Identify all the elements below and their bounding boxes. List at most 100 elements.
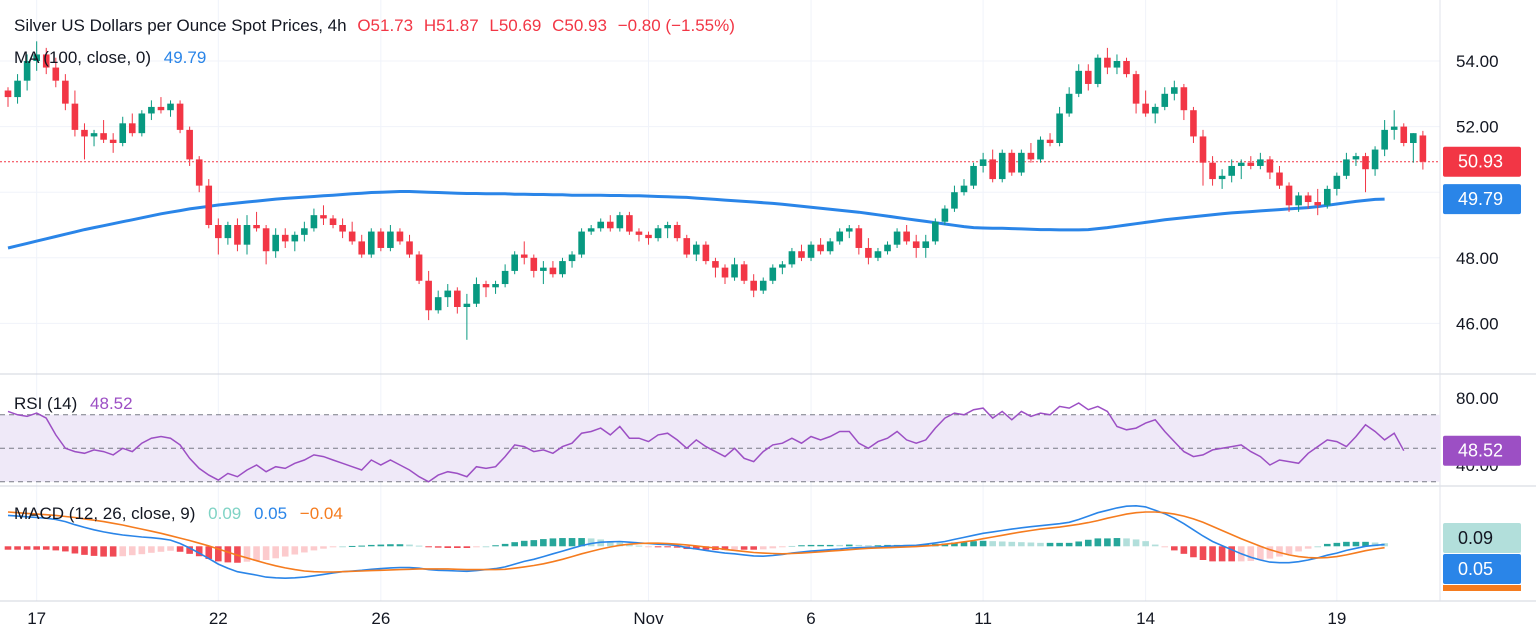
candle-body [702, 244, 710, 262]
candle-body [1123, 61, 1130, 75]
macd-histogram-bar [42, 546, 50, 550]
macd-histogram-bar [1018, 542, 1025, 547]
candle-body [654, 228, 662, 239]
macd-histogram-bar [1027, 542, 1035, 547]
macd-histogram-bar [310, 546, 318, 551]
candle-body [33, 54, 40, 61]
macd-histogram-bar [702, 546, 710, 550]
macd-histogram-bar [750, 546, 757, 550]
candle-body [1190, 110, 1197, 137]
candle-body [836, 231, 844, 242]
ma-legend-label: MA (100, close, 0) [14, 48, 152, 67]
macd-value-badge-text: 0.05 [1458, 559, 1493, 579]
candle-body [272, 234, 279, 252]
macd-histogram-bar [1190, 546, 1197, 558]
rsi-line [7, 402, 1405, 483]
candle-body [1209, 162, 1216, 180]
candle-body [339, 225, 346, 232]
candle-body [1276, 172, 1283, 186]
rsi-layer [0, 402, 1440, 483]
candle-body [262, 228, 270, 252]
candle-body [1171, 87, 1178, 94]
candle-body [320, 215, 327, 219]
macd-histogram-bar [817, 544, 824, 547]
macd-histogram-bar [1266, 546, 1274, 559]
candle-body [941, 208, 949, 222]
candle-body [903, 231, 910, 242]
candle-body [281, 234, 289, 242]
macd-histogram-bar [148, 546, 155, 553]
time-axis-label: 26 [371, 609, 390, 628]
ma-price-badge-text: 49.79 [1458, 189, 1503, 209]
time-axis-label: 19 [1327, 609, 1346, 628]
candle-body [912, 241, 920, 248]
candle-body [587, 228, 595, 232]
candle-body [511, 254, 518, 271]
macd-histogram-bar [1075, 541, 1083, 547]
candle-body [90, 133, 98, 137]
macd-histogram-bar [559, 538, 566, 547]
macd-histogram-bar [138, 546, 146, 555]
candle-body [932, 221, 939, 242]
macd-histogram-bar [1084, 539, 1092, 547]
macd-histogram-bar [1008, 541, 1016, 547]
macd-histogram-bar [291, 546, 299, 555]
macd-histogram-bar [530, 540, 538, 547]
macd-histogram-bar [14, 546, 21, 550]
macd-histogram-bar [759, 546, 767, 550]
macd-histogram-bar [740, 546, 748, 550]
macd-histogram-bar [463, 546, 471, 548]
macd-histogram-bar [1113, 538, 1121, 547]
candle-body [1333, 175, 1341, 189]
macd-histogram-bar [979, 540, 987, 547]
macd-histogram-bar [262, 546, 270, 560]
candle-body [1199, 136, 1207, 163]
candle-body [148, 106, 155, 114]
macd-histogram-bar [1285, 546, 1293, 555]
time-axis-label: Nov [633, 609, 664, 628]
axes-layer: 54.0052.0048.0046.0080.0040.0050.9349.79… [27, 52, 1521, 628]
candle-body [205, 185, 213, 225]
rsi-value-badge-bg [1443, 435, 1521, 466]
macd-histogram-bar [243, 546, 251, 562]
candle-body [253, 225, 260, 229]
candle-body [779, 264, 786, 268]
candle-body [893, 231, 901, 245]
macd-histogram-bar [501, 543, 509, 547]
candle-body [1075, 70, 1083, 94]
macd-histogram-bar [616, 542, 624, 547]
macd-histogram-bar [444, 546, 452, 548]
candle-body [1390, 126, 1398, 130]
macd-histogram-bar [960, 541, 968, 547]
candle-body [1400, 126, 1408, 143]
candle-body [769, 267, 777, 281]
candle-body [1218, 175, 1226, 180]
macd-histogram-bar [473, 546, 480, 548]
macd-histogram-bar [119, 546, 127, 557]
candle-body [501, 270, 509, 285]
macd-histogram-bar [301, 546, 308, 553]
candle-body [329, 218, 337, 225]
candle-body [128, 123, 136, 134]
candle-body [606, 221, 614, 229]
candle-body [291, 234, 299, 242]
candle-body [1018, 152, 1025, 173]
candle-body [1237, 162, 1245, 166]
macd-histogram-bar [1199, 546, 1207, 560]
candle-body [530, 257, 538, 271]
macd-histogram-bar [1056, 542, 1063, 547]
candle-body [1142, 103, 1149, 114]
macd-histogram-bar [4, 546, 12, 550]
macd-histogram-bar [578, 538, 585, 547]
macd-histogram-bar [807, 544, 815, 547]
macd-histogram-bar [176, 546, 184, 552]
macd-histogram-bar [367, 544, 375, 547]
macd-histogram-bar [157, 546, 165, 552]
candle-body [817, 244, 824, 252]
candle-body [578, 231, 585, 255]
macd-histogram-bar [654, 546, 662, 548]
macd-histogram-bar [1180, 546, 1188, 554]
candle-body [1065, 93, 1073, 114]
candle-body [1027, 152, 1035, 160]
